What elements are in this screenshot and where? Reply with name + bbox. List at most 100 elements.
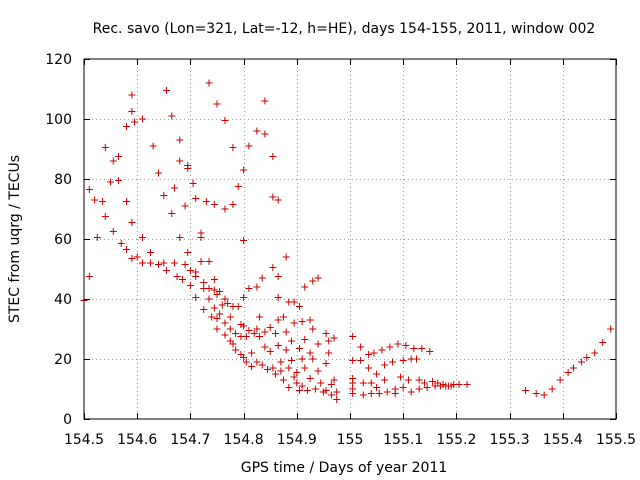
data-point <box>280 376 287 384</box>
data-point <box>373 370 381 378</box>
data-point <box>295 345 303 352</box>
data-point <box>274 294 282 301</box>
data-point <box>282 253 290 261</box>
data-point <box>287 357 295 364</box>
data-point <box>229 340 237 348</box>
data-point <box>197 234 205 241</box>
data-point <box>133 253 141 261</box>
data-point <box>200 306 208 313</box>
data-point <box>280 313 287 321</box>
data-point <box>109 228 117 235</box>
data-point <box>91 196 99 204</box>
x-axis-label: GPS time / Days of year 2011 <box>241 460 448 476</box>
data-point <box>85 186 93 193</box>
data-point <box>264 366 272 373</box>
data-point <box>213 325 221 333</box>
y-tick-label: 120 <box>45 52 72 68</box>
data-point <box>101 213 109 220</box>
data-point <box>415 385 423 393</box>
data-point <box>389 358 397 366</box>
data-point <box>256 313 264 321</box>
data-point <box>381 361 389 369</box>
data-point <box>274 273 282 280</box>
data-point <box>128 108 136 115</box>
data-point <box>256 333 264 340</box>
data-point <box>359 379 367 387</box>
data-point <box>248 363 256 370</box>
data-point <box>349 357 357 364</box>
data-point <box>202 198 210 205</box>
data-point <box>402 342 410 349</box>
data-point <box>556 376 564 384</box>
y-tick-label: 100 <box>45 112 72 128</box>
data-point <box>192 268 200 276</box>
data-point <box>205 79 213 87</box>
data-point <box>322 360 330 367</box>
axis-ticks: 154.5 154.6 154.7 154.8 154.9 155 155.1 155.2 15… <box>45 52 636 448</box>
data-point <box>213 100 221 108</box>
data-point <box>370 349 378 357</box>
data-point <box>234 303 242 310</box>
data-point <box>309 325 317 333</box>
data-point <box>123 123 131 130</box>
data-point <box>240 294 248 301</box>
data-point <box>282 346 290 354</box>
data-point <box>139 234 147 241</box>
data-point <box>176 157 184 165</box>
data-point <box>197 258 205 265</box>
data-point <box>208 313 216 321</box>
data-point <box>186 282 194 289</box>
data-point <box>407 388 415 396</box>
data-point <box>253 127 261 135</box>
data-point <box>293 369 301 376</box>
data-point <box>248 349 256 357</box>
data-point <box>192 195 200 202</box>
data-point <box>522 387 530 394</box>
y-axis-label: STEC from uqrg / TECUs <box>7 155 23 323</box>
data-point <box>232 330 240 337</box>
data-point <box>221 295 229 303</box>
y-tick-label: 60 <box>54 232 72 248</box>
data-point <box>154 261 162 268</box>
data-point <box>301 364 309 372</box>
data-point <box>128 219 136 226</box>
data-point <box>240 354 248 361</box>
data-point <box>367 390 375 397</box>
data-point <box>317 379 325 387</box>
data-point <box>548 385 556 393</box>
x-tick-label: 155.3 <box>490 432 530 448</box>
grid <box>84 59 616 419</box>
data-point <box>290 373 298 381</box>
x-tick-label: 155.1 <box>383 432 423 448</box>
data-point <box>399 357 407 364</box>
data-point <box>147 249 154 256</box>
data-point <box>306 375 314 382</box>
data-point <box>229 144 237 151</box>
data-point <box>226 313 234 321</box>
data-point <box>109 157 117 165</box>
data-point <box>162 87 170 94</box>
x-tick-label: 154.8 <box>224 432 264 448</box>
data-point <box>117 240 125 247</box>
data-point <box>128 255 136 262</box>
data-point <box>272 370 280 378</box>
y-tick-label: 0 <box>63 412 72 428</box>
data-point <box>205 285 213 292</box>
data-point <box>107 178 115 186</box>
data-point <box>266 348 274 355</box>
data-point <box>101 144 109 151</box>
data-point <box>221 319 229 327</box>
data-point <box>160 192 168 199</box>
data-point <box>375 390 383 397</box>
data-point <box>221 205 229 213</box>
data-point <box>413 355 420 363</box>
data-point <box>139 259 147 267</box>
data-point <box>381 376 389 384</box>
data-point <box>394 340 402 348</box>
data-point <box>306 349 314 357</box>
x-tick-label: 154.5 <box>64 432 104 448</box>
data-point <box>245 142 253 150</box>
data-point <box>333 396 341 403</box>
data-point <box>162 267 170 274</box>
